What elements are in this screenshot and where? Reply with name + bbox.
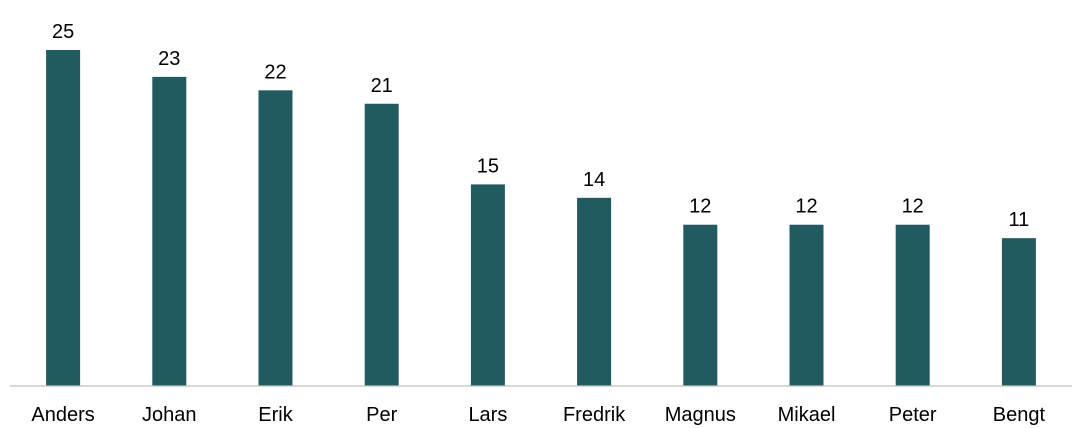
value-label-fredrik: 14 xyxy=(583,169,605,191)
x-tick-label-per: Per xyxy=(366,404,397,426)
value-label-johan: 23 xyxy=(158,48,180,70)
x-tick-label-mikael: Mikael xyxy=(778,404,836,426)
bar-bengt xyxy=(1001,238,1036,386)
bar-johan xyxy=(152,76,187,386)
value-label-erik: 22 xyxy=(264,61,286,83)
x-tick-label-lars: Lars xyxy=(468,404,507,426)
value-labels-group: 25 23 22 21 15 14 12 12 12 11 xyxy=(52,21,1029,231)
value-label-per: 21 xyxy=(371,75,393,97)
bar-magnus xyxy=(683,224,718,386)
value-label-peter: 12 xyxy=(902,196,924,218)
bar-fredrik xyxy=(577,197,612,386)
value-label-bengt: 11 xyxy=(1009,209,1030,231)
x-tick-label-bengt: Bengt xyxy=(993,404,1046,426)
x-tick-label-johan: Johan xyxy=(142,404,197,426)
x-tick-label-anders: Anders xyxy=(31,404,94,426)
value-label-lars: 15 xyxy=(477,155,499,177)
bar-erik xyxy=(258,90,293,386)
bar-mikael xyxy=(789,224,824,386)
value-label-mikael: 12 xyxy=(795,196,817,218)
x-tick-label-erik: Erik xyxy=(258,404,293,426)
x-tick-label-fredrik: Fredrik xyxy=(563,404,626,426)
bars-group xyxy=(46,50,1036,386)
x-tick-labels-group: Anders Johan Erik Per Lars Fredrik Magnus Mikae… xyxy=(31,404,1045,426)
bar-anders xyxy=(46,50,81,386)
x-tick-label-magnus: Magnus xyxy=(665,404,736,426)
value-label-anders: 25 xyxy=(52,21,74,43)
bar-per xyxy=(364,103,399,386)
x-tick-label-peter: Peter xyxy=(889,404,937,426)
value-label-magnus: 12 xyxy=(689,196,711,218)
bar-lars xyxy=(470,184,505,386)
bar-peter xyxy=(895,224,930,386)
